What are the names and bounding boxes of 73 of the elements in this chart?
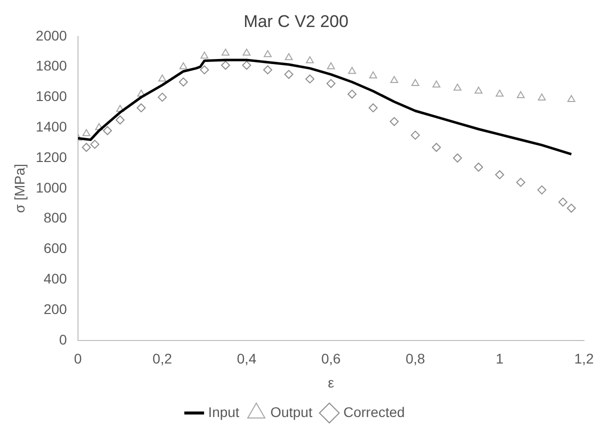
point	[474, 162, 484, 172]
point	[178, 78, 188, 86]
point	[263, 65, 272, 74]
point	[368, 103, 378, 112]
x-tick-label: 1,2	[574, 350, 594, 367]
point	[495, 170, 504, 180]
point	[348, 66, 356, 74]
point	[221, 60, 230, 70]
y-tick-label: 1400	[36, 118, 68, 134]
point	[516, 178, 526, 187]
x-tick-label: 0,6	[321, 350, 341, 367]
point	[284, 53, 293, 60]
x-tick-label: 1	[496, 350, 504, 367]
point	[158, 92, 167, 102]
point	[567, 94, 576, 102]
point	[369, 71, 378, 78]
x-tick-label: 0,8	[406, 350, 426, 367]
y-tick-label: 800	[44, 210, 68, 226]
point	[474, 86, 483, 94]
point	[116, 104, 124, 112]
point	[222, 48, 230, 56]
chart-title: Mar C V2 200	[244, 12, 348, 31]
y-tick-label: 1200	[36, 148, 68, 165]
y-tick-label: 1600	[36, 88, 68, 104]
point	[348, 90, 357, 99]
point	[102, 126, 112, 136]
legend-label: Output	[270, 404, 312, 420]
point	[136, 103, 146, 112]
y-tick-label: 2000	[36, 27, 68, 44]
point	[242, 48, 251, 56]
point	[284, 70, 294, 79]
y-tick-label: 1800	[36, 58, 68, 74]
point	[390, 76, 398, 83]
point	[327, 62, 335, 70]
point	[242, 60, 252, 70]
legend-label: Corrected	[343, 404, 405, 420]
y-tick-label: 600	[44, 240, 68, 256]
point	[179, 62, 188, 70]
point	[306, 56, 314, 64]
y-tick-label: 0	[59, 331, 68, 348]
x-tick-label: 0,4	[236, 350, 257, 367]
point	[538, 93, 546, 100]
point	[158, 74, 166, 82]
point	[200, 52, 208, 59]
x-axis-title: ε	[328, 374, 334, 390]
point	[558, 198, 568, 207]
point	[264, 50, 272, 58]
point	[432, 142, 441, 152]
point	[82, 142, 91, 152]
point	[90, 140, 100, 149]
point	[390, 117, 399, 126]
point	[305, 74, 314, 84]
point	[95, 123, 103, 130]
y-tick-label: 1000	[36, 179, 68, 196]
y-tick-label: 200	[44, 300, 68, 317]
point	[566, 204, 576, 213]
point	[410, 130, 420, 140]
point	[516, 91, 525, 98]
point	[326, 79, 336, 88]
y-tick-label: 400	[44, 270, 68, 286]
point	[200, 65, 209, 74]
point	[432, 80, 440, 88]
point	[116, 116, 125, 124]
y-axis-title: σ [MPa]	[11, 164, 28, 213]
point	[82, 129, 90, 136]
point	[454, 84, 462, 91]
x-tick-label: 0,2	[152, 350, 172, 367]
point	[537, 185, 546, 194]
point	[496, 90, 504, 97]
point	[452, 154, 462, 162]
x-tick-label: 0	[74, 350, 82, 367]
point	[411, 79, 420, 86]
legend-label: Input	[208, 404, 240, 420]
